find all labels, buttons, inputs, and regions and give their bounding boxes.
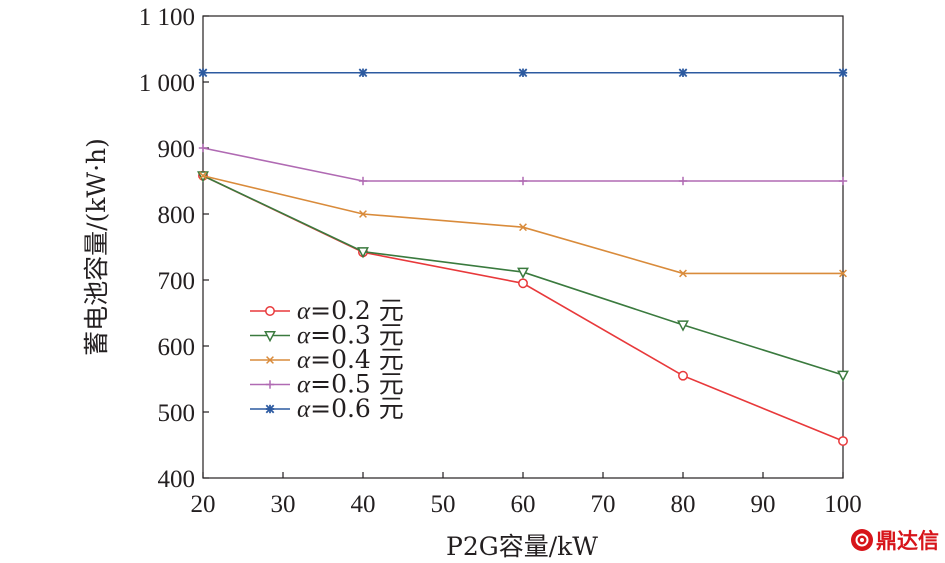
y-axis-title: 蓄电池容量/(kW·h) bbox=[82, 138, 111, 356]
data-point-asterisk bbox=[265, 404, 275, 414]
y-tick-label: 600 bbox=[158, 334, 196, 361]
legend-label: α=0.4 元 bbox=[297, 345, 404, 374]
y-tick-label: 500 bbox=[158, 400, 196, 427]
x-axis-title: P2G容量/kW bbox=[446, 532, 598, 561]
legend: α=0.2 元α=0.3 元α=0.4 元α=0.5 元α=0.6 元 bbox=[250, 296, 404, 423]
data-point-plus bbox=[678, 176, 688, 186]
legend-entry-2: α=0.3 元 bbox=[250, 321, 404, 350]
data-point-plus bbox=[518, 176, 528, 186]
legend-label: α=0.5 元 bbox=[297, 370, 404, 399]
data-point-circle bbox=[838, 436, 848, 446]
data-point-plus bbox=[838, 176, 848, 186]
x-tick-label: 90 bbox=[751, 491, 776, 518]
data-point-x bbox=[519, 223, 527, 232]
legend-label: α=0.2 元 bbox=[297, 296, 404, 325]
data-point-triangle bbox=[517, 267, 529, 279]
legend-label: α=0.3 元 bbox=[297, 321, 404, 350]
y-tick-label: 800 bbox=[158, 202, 196, 229]
legend-label: α=0.6 元 bbox=[297, 394, 404, 423]
data-point-asterisk bbox=[678, 68, 688, 78]
x-tick-label: 70 bbox=[591, 491, 616, 518]
x-tick-label: 60 bbox=[511, 491, 536, 518]
series-line bbox=[202, 147, 843, 182]
data-point-circle bbox=[518, 278, 528, 289]
legend-entry-3: α=0.4 元 bbox=[250, 345, 404, 374]
data-point-x bbox=[266, 356, 274, 364]
data-point-circle bbox=[265, 306, 275, 316]
series-4 bbox=[198, 143, 848, 186]
series-5 bbox=[198, 68, 848, 78]
series-line bbox=[202, 174, 843, 275]
data-point-triangle bbox=[837, 370, 849, 382]
data-point-asterisk bbox=[198, 68, 208, 78]
x-tick-label: 40 bbox=[351, 491, 376, 518]
watermark-text: 鼎达信 bbox=[876, 529, 939, 553]
legend-entry-5: α=0.6 元 bbox=[250, 394, 404, 423]
y-tick-label: 700 bbox=[158, 268, 196, 295]
gear-logo-icon bbox=[851, 529, 873, 551]
data-point-triangle bbox=[264, 331, 276, 343]
y-tick-label: 1 000 bbox=[139, 70, 195, 97]
data-point-x bbox=[679, 269, 687, 278]
data-point-asterisk bbox=[518, 68, 528, 78]
y-tick-label: 1 100 bbox=[139, 4, 195, 31]
y-tick-label: 400 bbox=[158, 466, 196, 493]
data-point-asterisk bbox=[838, 68, 848, 78]
data-point-plus bbox=[198, 143, 208, 153]
x-tick-label: 30 bbox=[271, 491, 296, 518]
data-point-asterisk bbox=[358, 68, 368, 78]
x-tick-label: 80 bbox=[671, 491, 696, 518]
data-point-triangle bbox=[357, 247, 369, 259]
data-point-x bbox=[199, 171, 207, 180]
y-tick-label: 900 bbox=[158, 136, 196, 163]
series-layer bbox=[197, 68, 849, 446]
watermark: 鼎达信 bbox=[851, 525, 939, 555]
legend-entry-1: α=0.2 元 bbox=[250, 296, 404, 325]
series-2 bbox=[197, 171, 849, 382]
legend-entry-4: α=0.5 元 bbox=[250, 370, 404, 399]
x-tick-label: 20 bbox=[191, 491, 216, 518]
data-point-plus bbox=[265, 380, 275, 389]
data-point-x bbox=[839, 269, 847, 278]
data-point-circle bbox=[678, 370, 688, 381]
axis-ticks: 20 30 40 50 60 70 80 90 100 400 500 600 700 800 900 1 0… bbox=[139, 4, 862, 518]
data-point-triangle bbox=[677, 320, 689, 332]
series-3 bbox=[199, 171, 847, 278]
x-tick-label: 50 bbox=[431, 491, 456, 518]
x-tick-label: 100 bbox=[824, 491, 862, 518]
data-point-plus bbox=[358, 176, 368, 186]
data-point-x bbox=[359, 210, 367, 218]
